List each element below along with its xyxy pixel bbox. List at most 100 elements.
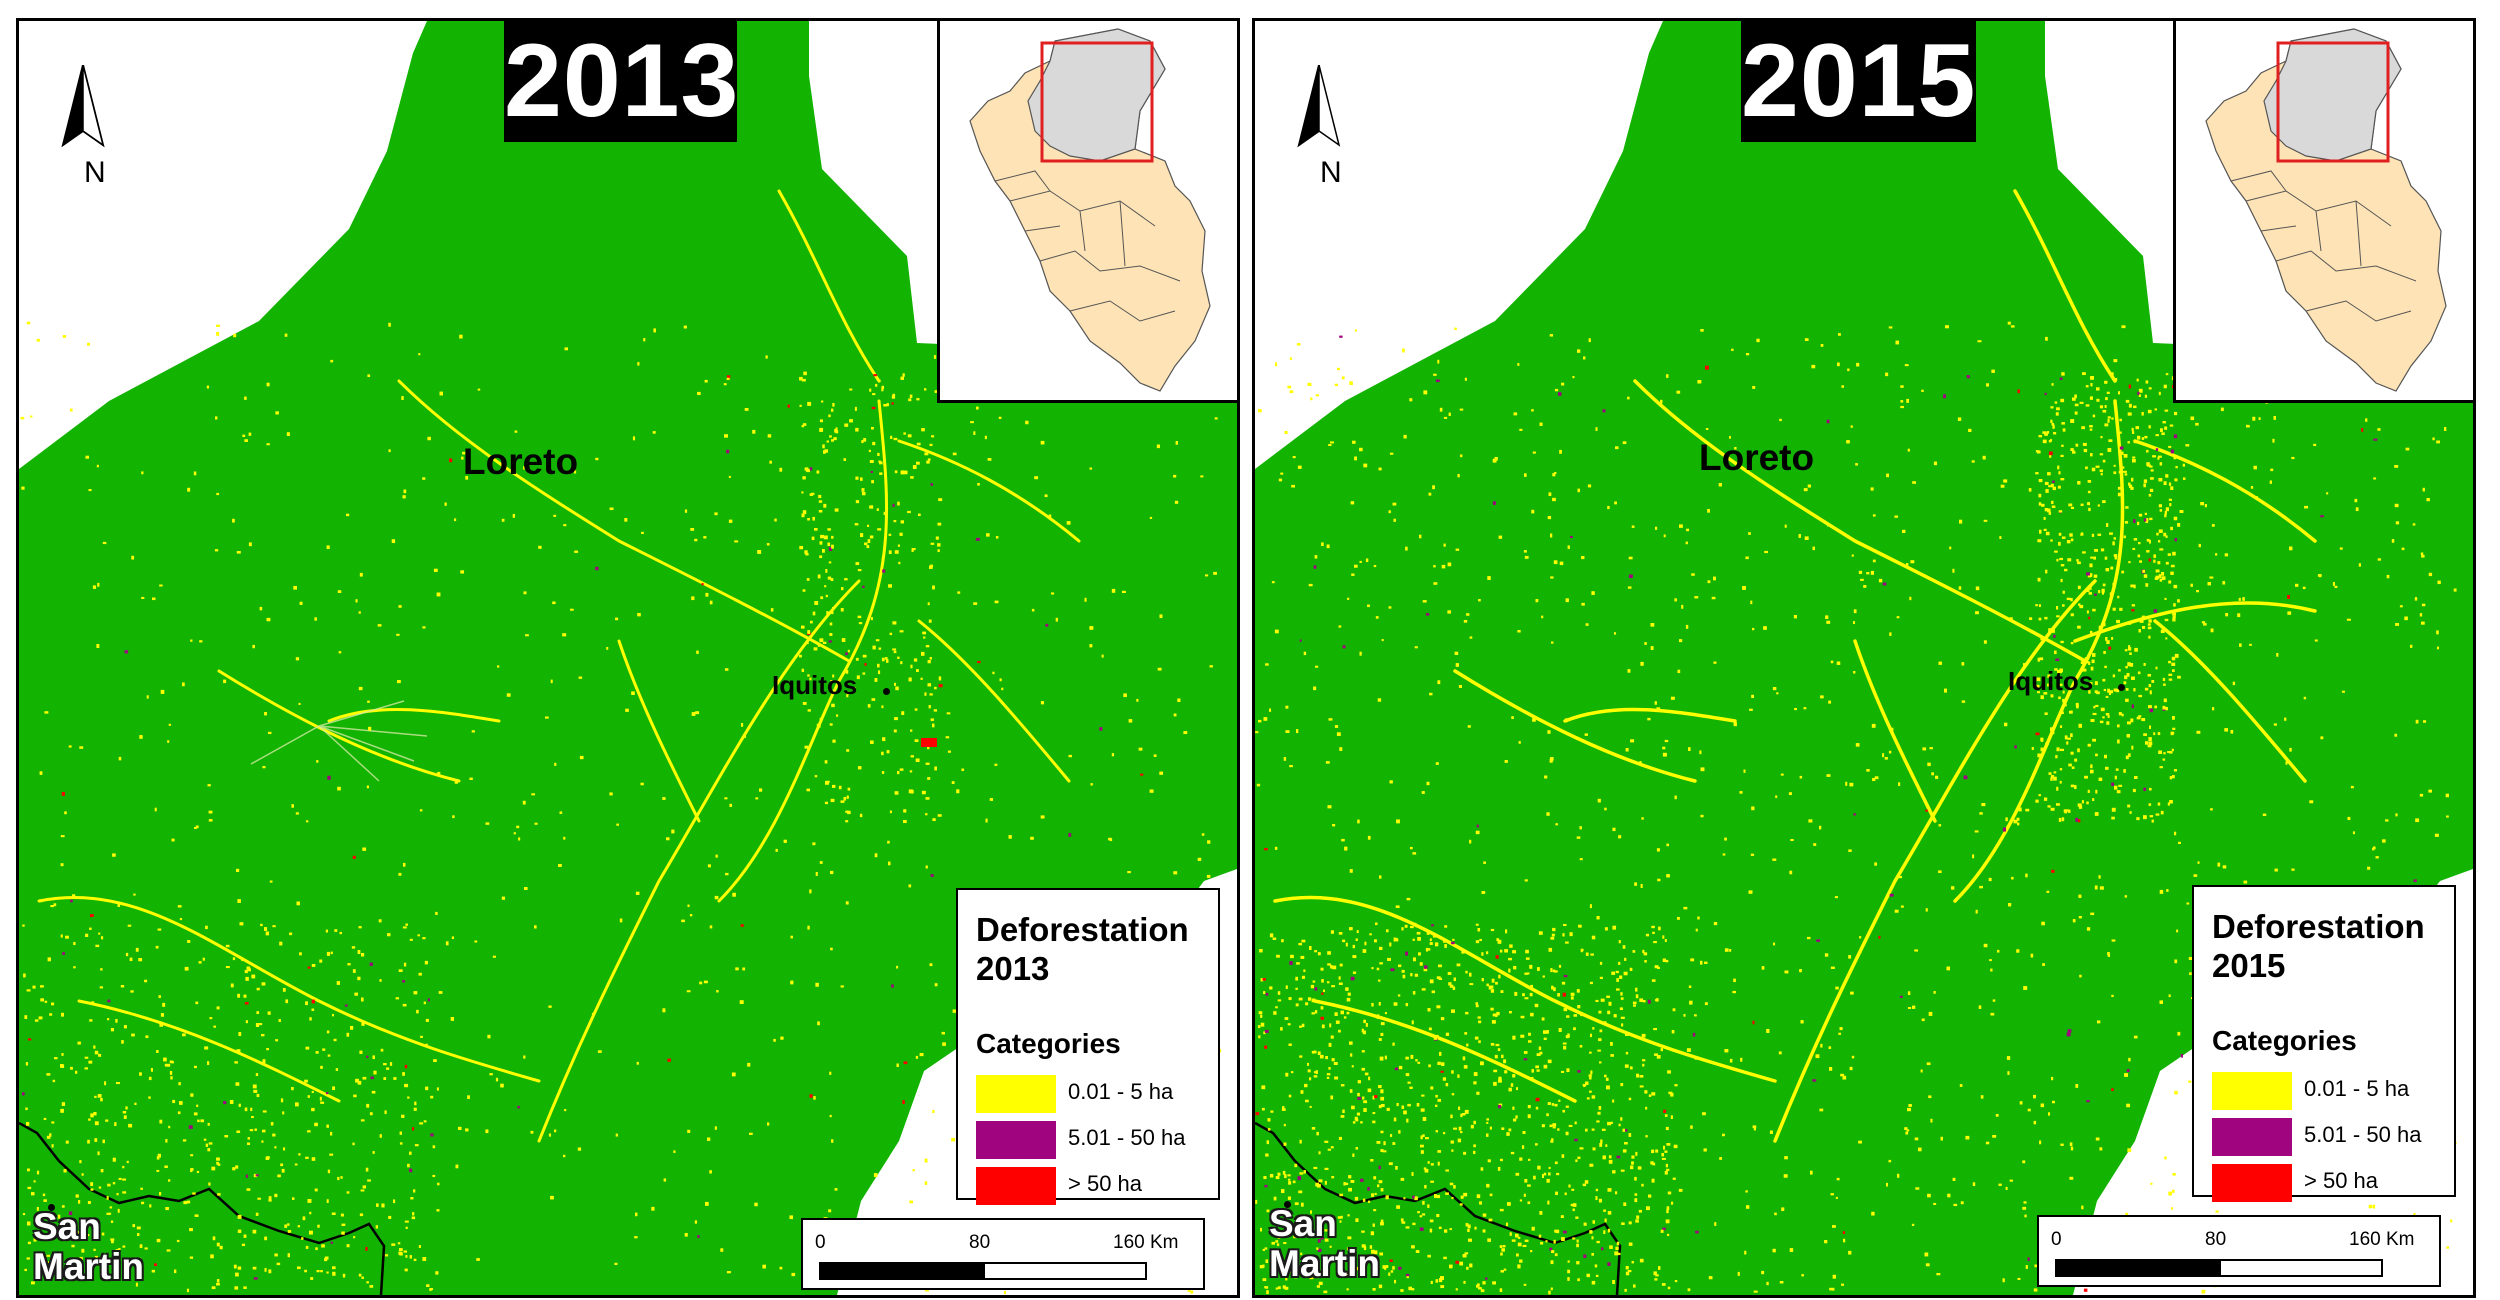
deforestation-patch <box>1697 916 1700 920</box>
deforestation-patch <box>427 436 431 441</box>
deforestation-patch <box>2102 716 2105 719</box>
deforestation-patch <box>2174 831 2177 836</box>
deforestation-patch <box>2154 408 2157 411</box>
deforestation-patch <box>1601 1247 1604 1251</box>
deforestation-patch <box>2304 505 2309 509</box>
deforestation-patch <box>1529 1077 1534 1080</box>
deforestation-patch <box>449 458 453 463</box>
deforestation-patch <box>1483 861 1486 864</box>
deforestation-patch <box>1308 583 1313 587</box>
deforestation-patch <box>1547 730 1551 734</box>
deforestation-patch <box>357 976 361 981</box>
deforestation-patch <box>311 1090 314 1094</box>
deforestation-patch <box>1287 1023 1291 1026</box>
deforestation-patch <box>1378 979 1381 982</box>
deforestation-patch <box>1437 1150 1442 1153</box>
deforestation-patch <box>361 1022 365 1026</box>
deforestation-patch <box>2222 581 2226 585</box>
deforestation-patch <box>2089 428 2093 431</box>
deforestation-patch <box>1574 1138 1578 1142</box>
deforestation-patch <box>2276 653 2279 657</box>
deforestation-patch <box>2090 383 2093 387</box>
deforestation-patch <box>1519 1199 1523 1202</box>
deforestation-patch <box>353 1236 356 1239</box>
deforestation-patch <box>65 935 69 939</box>
deforestation-patch <box>2033 1120 2037 1125</box>
deforestation-patch <box>2076 559 2079 562</box>
deforestation-patch <box>2255 496 2258 500</box>
deforestation-patch <box>1645 1106 1648 1110</box>
deforestation-patch <box>1697 380 1702 384</box>
legend-item-label: 0.01 - 5 ha <box>1068 1079 1174 1104</box>
deforestation-patch <box>1388 510 1391 514</box>
deforestation-patch <box>1478 1020 1482 1024</box>
deforestation-patch <box>1376 1141 1381 1144</box>
deforestation-patch <box>2149 465 2153 468</box>
deforestation-patch <box>2045 569 2048 574</box>
deforestation-patch <box>844 423 849 427</box>
deforestation-patch <box>2079 974 2082 978</box>
deforestation-patch <box>732 892 736 897</box>
deforestation-patch <box>1567 545 1570 549</box>
deforestation-patch <box>1627 586 1632 589</box>
legend-item-label: > 50 ha <box>2304 1168 2379 1193</box>
deforestation-patch <box>2125 666 2128 669</box>
deforestation-patch <box>2197 861 2200 864</box>
deforestation-patch <box>1635 987 1638 992</box>
deforestation-patch <box>1309 1257 1312 1262</box>
deforestation-patch <box>2287 595 2291 599</box>
deforestation-patch <box>47 1267 52 1271</box>
deforestation-patch <box>1745 556 1749 560</box>
deforestation-patch <box>302 1216 306 1221</box>
deforestation-patch <box>2059 725 2063 728</box>
deforestation-patch <box>767 434 772 438</box>
deforestation-patch <box>1048 514 1052 518</box>
deforestation-patch <box>61 1205 65 1208</box>
deforestation-patch <box>1303 651 1307 656</box>
deforestation-patch <box>1498 1078 1502 1083</box>
deforestation-patch <box>911 548 916 551</box>
deforestation-patch <box>2174 538 2178 542</box>
deforestation-patch <box>1380 1222 1384 1226</box>
deforestation-patch <box>1631 1155 1635 1159</box>
deforestation-patch <box>1859 949 1862 953</box>
deforestation-patch <box>1403 1197 1406 1200</box>
deforestation-patch <box>1334 725 1339 728</box>
deforestation-patch <box>126 1160 129 1164</box>
deforestation-patch <box>1639 1085 1644 1088</box>
deforestation-patch <box>419 809 423 812</box>
deforestation-patch <box>94 1050 99 1055</box>
deforestation-patch <box>945 736 950 739</box>
deforestation-patch <box>2040 1103 2045 1108</box>
deforestation-patch <box>1587 484 1592 488</box>
deforestation-patch <box>229 1100 234 1104</box>
deforestation-patch <box>2042 431 2047 434</box>
deforestation-patch <box>1379 875 1382 879</box>
deforestation-patch <box>1552 927 1556 932</box>
deforestation-patch <box>2095 753 2098 757</box>
deforestation-patch <box>801 513 805 518</box>
deforestation-patch <box>1661 1157 1666 1160</box>
deforestation-patch <box>1465 1223 1469 1227</box>
deforestation-patch <box>2074 758 2078 762</box>
deforestation-patch <box>1101 654 1104 658</box>
legend-swatch-large <box>976 1167 1056 1205</box>
deforestation-patch <box>1855 463 1858 466</box>
deforestation-patch <box>867 539 871 543</box>
deforestation-patch <box>73 1229 77 1234</box>
legend-item: > 50 ha <box>976 1167 1216 1205</box>
deforestation-patch <box>237 899 241 903</box>
deforestation-patch <box>819 861 823 864</box>
deforestation-patch <box>21 486 25 490</box>
deforestation-patch <box>444 502 447 506</box>
deforestation-patch <box>225 944 230 948</box>
deforestation-patch <box>1330 930 1334 934</box>
deforestation-patch <box>2171 1189 2175 1193</box>
deforestation-patch <box>1517 1242 1522 1247</box>
deforestation-patch <box>2152 455 2156 458</box>
deforestation-patch <box>2036 684 2040 689</box>
deforestation-patch <box>1830 966 1835 970</box>
deforestation-patch <box>128 1123 133 1128</box>
deforestation-patch <box>190 1168 193 1173</box>
deforestation-patch <box>1434 942 1439 947</box>
